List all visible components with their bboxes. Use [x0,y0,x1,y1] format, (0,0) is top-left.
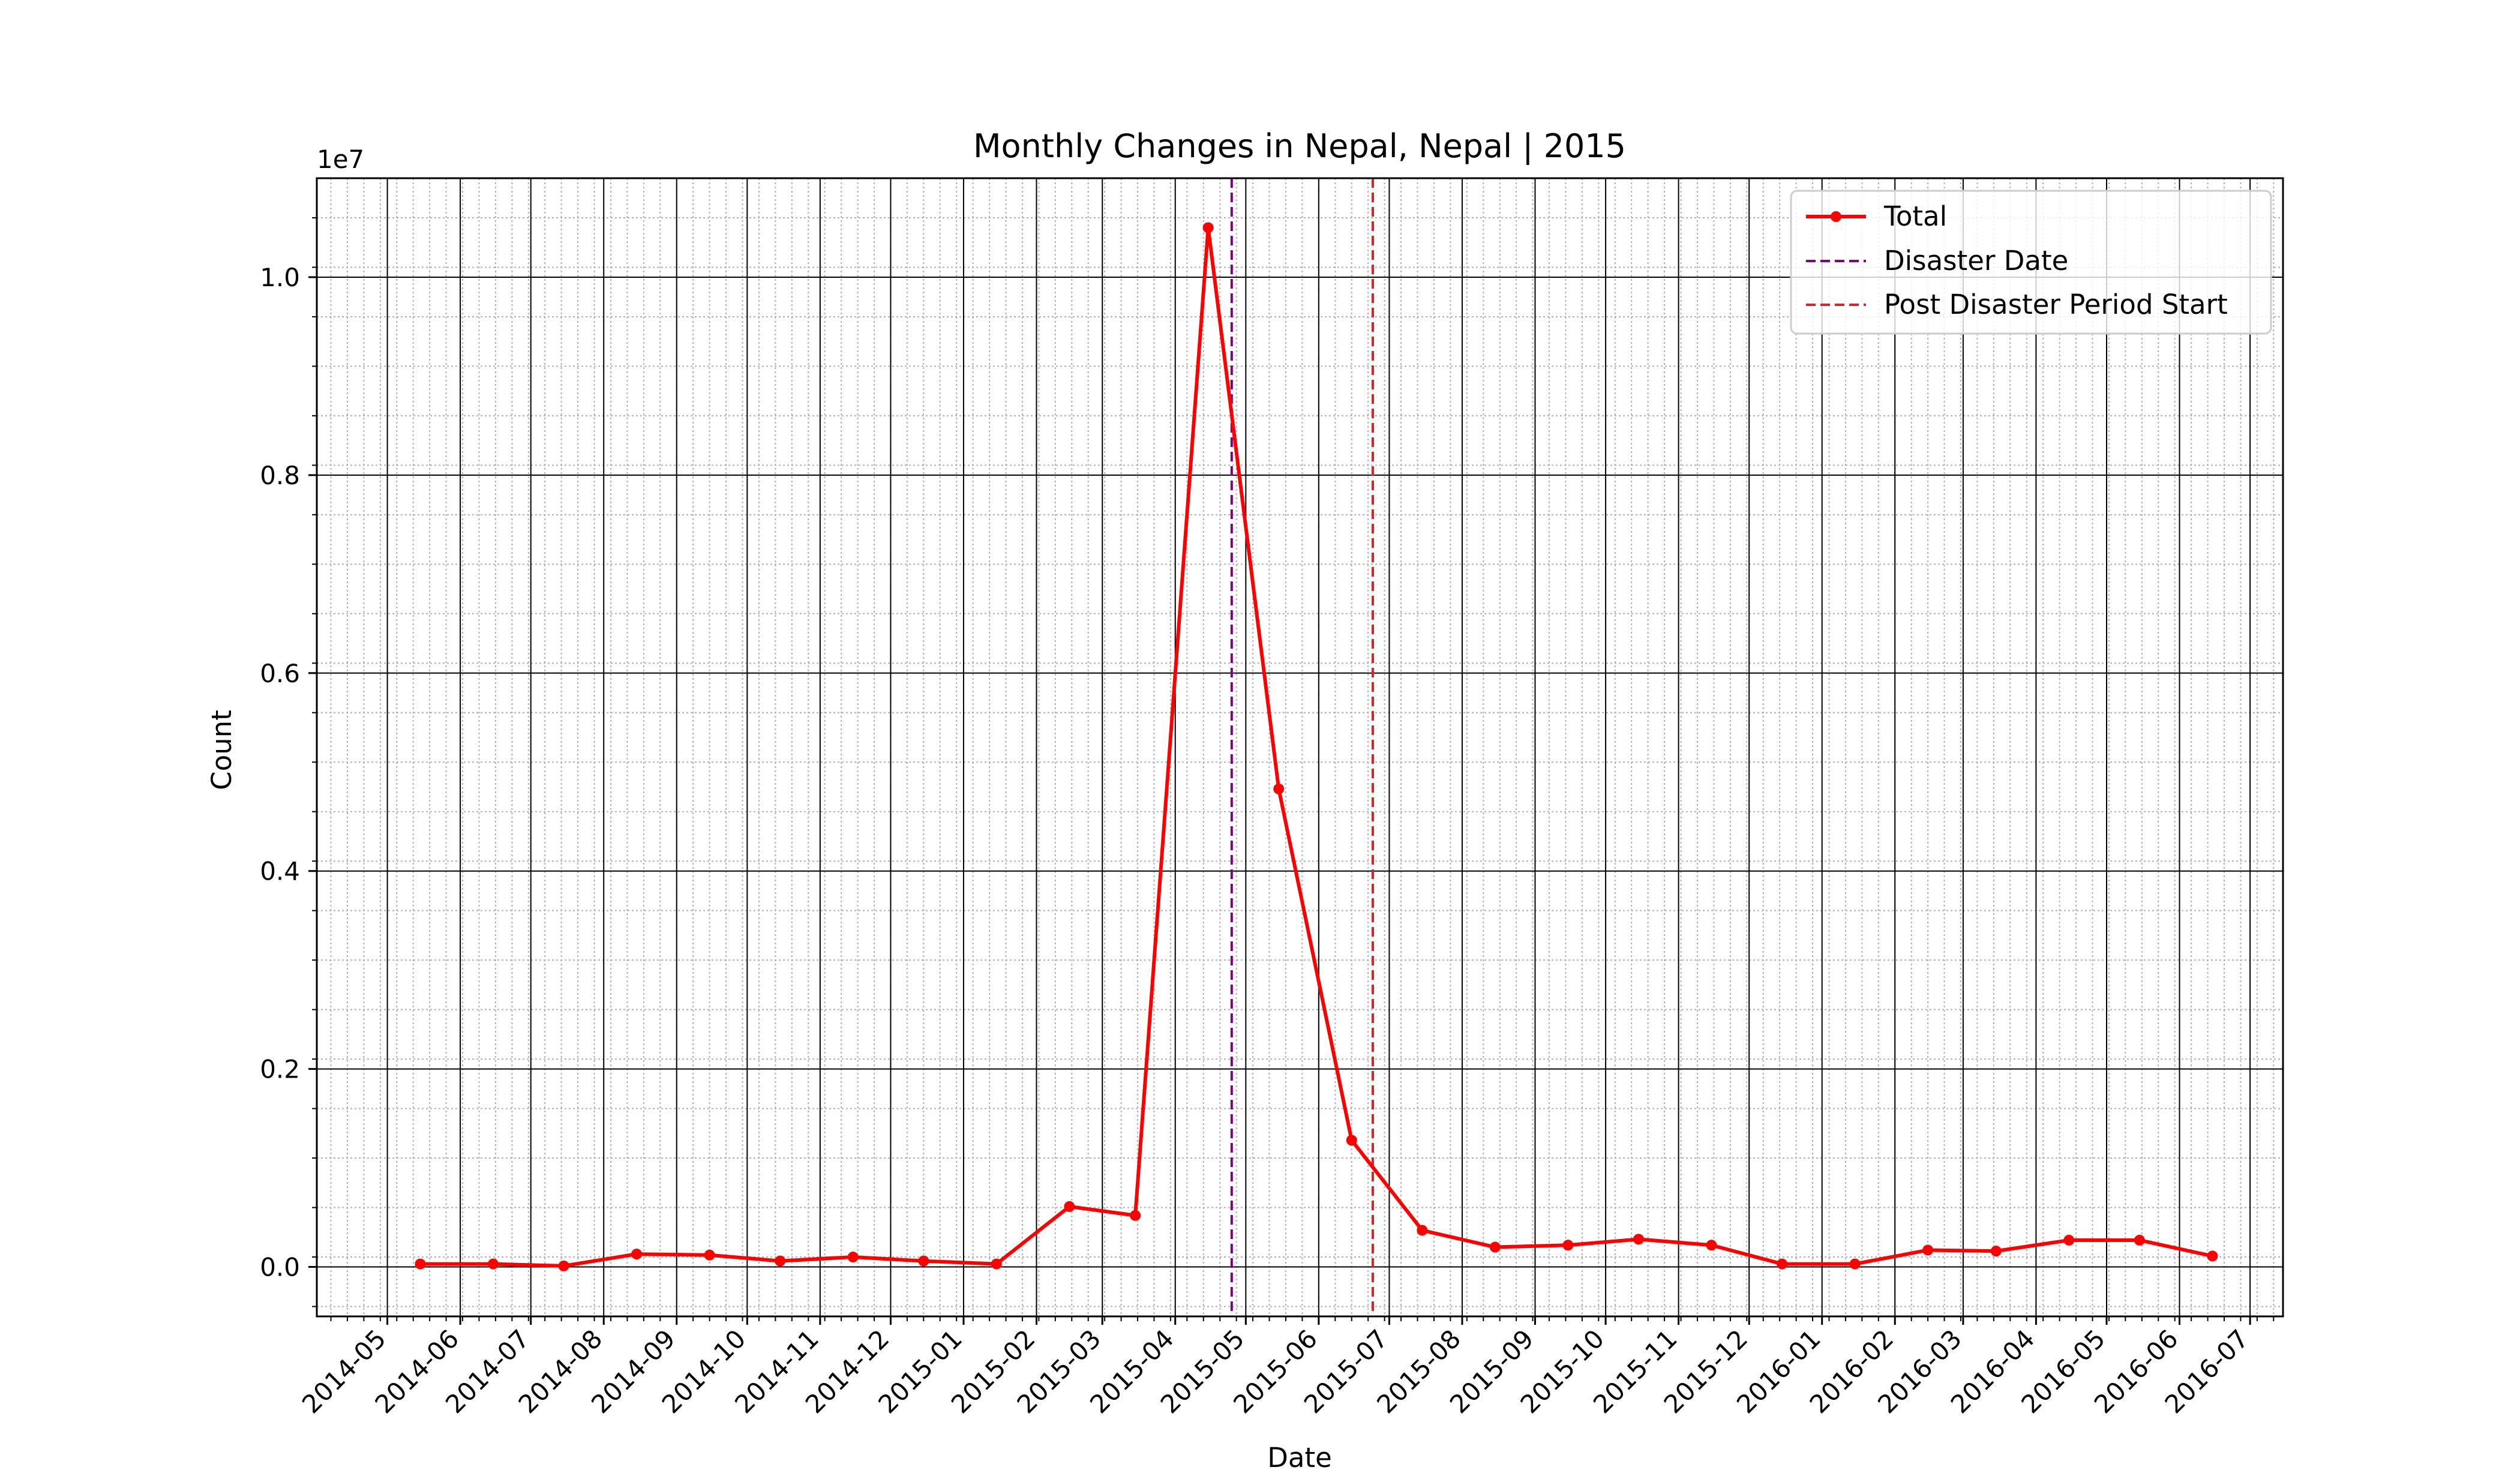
data-point [2063,1234,2075,1246]
reference-lines [1230,178,1375,1316]
data-point [558,1260,569,1271]
data-series [415,222,2218,1271]
y-axis-title: Count [206,710,238,790]
data-point [1777,1258,1788,1270]
data-point [1849,1258,1861,1270]
data-point [991,1258,1002,1270]
y-tick-label: 0.0 [260,1253,300,1282]
legend-marker-total [1831,211,1841,222]
y-tick-label: 0.2 [260,1055,300,1084]
data-point [2134,1234,2145,1246]
data-point [415,1258,426,1270]
legend: Total Disaster Date Post Disaster Period… [1790,190,2272,335]
y-tick-label: 0.8 [260,461,300,490]
data-point [1273,783,1285,794]
chart-title: Monthly Changes in Nepal, Nepal | 2015 [973,127,1626,165]
x-axis-title: Date [1267,1442,1332,1470]
data-point [1922,1244,1934,1256]
data-point [1706,1240,1717,1251]
legend-label-total: Total [1883,200,1947,232]
y-offset-label: 1e7 [317,145,364,174]
grid [317,178,2283,1316]
data-point [1489,1241,1501,1253]
legend-label-disaster-date: Disaster Date [1884,245,2068,277]
y-tick-label: 0.4 [260,857,300,886]
data-point [631,1249,643,1260]
data-point [704,1249,715,1261]
y-tick-label: 1.0 [260,263,300,292]
data-point [1064,1201,1075,1212]
series-line-total [420,226,2213,1268]
data-point [487,1258,499,1270]
data-point [2207,1250,2218,1262]
data-point [918,1255,929,1267]
data-point [1202,222,1214,233]
data-point [1417,1225,1428,1236]
data-point [1346,1135,1357,1146]
data-point [1633,1234,1644,1245]
legend-label-post-disaster: Post Disaster Period Start [1884,289,2228,320]
data-point [847,1252,859,1263]
plot-frame [316,177,2284,1318]
data-point [775,1255,786,1267]
y-tick-label: 0.6 [260,659,300,688]
data-point [1990,1246,2002,1257]
data-point [1130,1210,1141,1221]
legend-box [1790,190,2272,335]
data-point [1562,1240,1574,1251]
